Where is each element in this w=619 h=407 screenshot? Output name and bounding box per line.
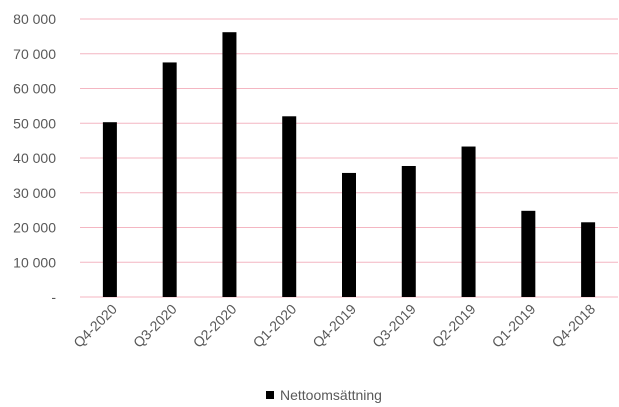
bar-q4-2018 <box>581 222 596 297</box>
bar-q4-2019 <box>342 172 356 297</box>
x-tick-label: Q1-2019 <box>489 301 539 351</box>
y-tick-label: 70 000 <box>13 46 56 62</box>
y-tick-label: 60 000 <box>13 81 56 97</box>
bars <box>102 32 596 298</box>
y-tick-label: 80 000 <box>13 11 56 27</box>
bar-q3-2019 <box>401 165 416 297</box>
x-tick-label: Q2-2019 <box>429 301 479 351</box>
bar-q4-2020 <box>102 122 117 298</box>
y-tick-label: 40 000 <box>13 150 56 166</box>
x-axis-tick-labels: Q4-2020 Q3-2020 Q2-2020 Q1-2020 Q4-2019 Q3-20… <box>70 301 598 351</box>
x-tick-label: Q3-2019 <box>369 301 419 351</box>
bar-q2-2019 <box>461 146 476 297</box>
x-tick-label: Q3-2020 <box>130 301 180 351</box>
legend-label: Nettoomsättning <box>280 387 382 403</box>
y-axis-tick-labels: - 10 000 20 000 30 000 40 000 50 000 60 000 70 … <box>13 11 56 305</box>
bar-q3-2020 <box>162 62 177 297</box>
legend-swatch <box>266 391 274 399</box>
x-tick-label: Q4-2019 <box>309 301 359 351</box>
x-tick-label: Q4-2018 <box>548 301 598 351</box>
x-tick-label: Q1-2020 <box>250 301 300 351</box>
bar-q1-2019 <box>521 210 536 297</box>
bar-q1-2020 <box>282 116 297 297</box>
y-tick-label: 30 000 <box>13 185 56 201</box>
y-tick-label: 10 000 <box>13 254 56 270</box>
x-tick-label: Q2-2020 <box>190 301 240 351</box>
bar-q2-2020 <box>222 32 237 298</box>
y-tick-label: - <box>51 289 56 305</box>
legend: Nettoomsättning <box>266 387 382 403</box>
y-tick-label: 50 000 <box>13 115 56 131</box>
y-tick-label: 20 000 <box>13 220 56 236</box>
x-tick-label: Q4-2020 <box>70 301 120 351</box>
